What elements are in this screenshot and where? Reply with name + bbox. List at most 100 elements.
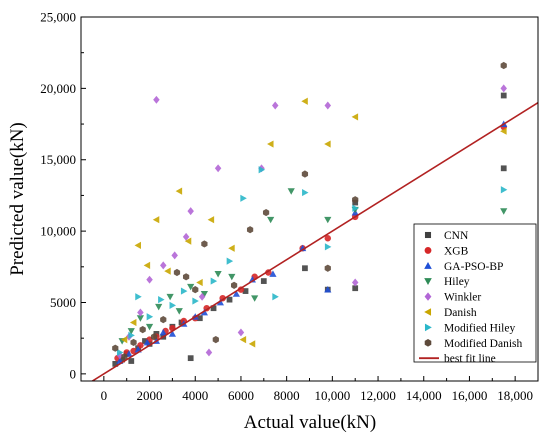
data-point-modified-danish: [130, 338, 137, 347]
data-point-modified-hiley: [226, 257, 234, 265]
data-point-cnn: [302, 265, 308, 272]
x-tick-label: 6000: [228, 388, 254, 403]
data-point-modified-danish: [301, 170, 309, 178]
data-point-hiley: [175, 308, 183, 315]
data-point-ga-pso-bp: [248, 276, 256, 283]
data-point-modified-danish: [500, 61, 507, 70]
data-point-cnn: [242, 288, 249, 294]
data-point-modified-danish: [182, 273, 190, 281]
data-point-hiley: [267, 216, 275, 224]
data-point-winkler: [198, 292, 206, 301]
data-point-cnn: [260, 278, 267, 284]
y-tick-label: 25,000: [40, 10, 76, 25]
data-point-danish: [207, 216, 215, 224]
data-point-modified-danish: [112, 344, 119, 352]
x-tick-label: 12,000: [360, 388, 396, 403]
data-point-hiley: [127, 328, 135, 335]
data-point-modified-danish: [121, 353, 128, 361]
data-point-modified-hiley: [240, 194, 247, 202]
y-tick-label: 5000: [50, 295, 76, 310]
y-axis-title: Predicted value(kN): [7, 122, 28, 276]
data-point-modified-hiley: [272, 293, 279, 301]
data-point-hiley: [145, 323, 154, 331]
data-point-danish: [120, 336, 128, 344]
x-tick-label: 16,000: [452, 388, 488, 403]
legend-label-hiley: Hiley: [444, 276, 470, 288]
legend-label-winkler: Winkler: [444, 292, 481, 304]
data-point-modified-hiley: [352, 204, 359, 212]
data-point-danish: [324, 140, 331, 148]
data-point-xgb: [324, 235, 332, 242]
data-point-cnn: [196, 315, 203, 322]
data-point-modified-danish: [262, 208, 270, 217]
legend: CNN XGB GA-PSO-BP Hiley Winkler Danish Modifie…: [413, 223, 537, 365]
x-axis-title: Actual value(kN): [244, 412, 376, 433]
legend-marker-cnn: [424, 231, 432, 239]
data-point-danish: [143, 261, 151, 269]
data-point-modified-danish: [324, 264, 331, 272]
data-point-modified-hiley: [135, 293, 142, 301]
data-point-hiley: [187, 283, 195, 291]
data-point-winkler: [324, 101, 332, 110]
legend-marker-modified-hiley: [424, 323, 432, 332]
data-point-danish: [184, 237, 192, 245]
data-point-ga-pso-bp: [269, 270, 277, 277]
x-tick-label: 10,000: [314, 388, 350, 403]
data-point-winkler: [187, 207, 194, 216]
data-point-modified-hiley: [302, 188, 309, 197]
legend-marker-winkler: [424, 292, 432, 301]
legend-box: [413, 223, 537, 363]
data-point-winkler: [214, 164, 222, 173]
data-point-winkler: [271, 101, 279, 110]
data-point-danish: [228, 244, 235, 252]
data-point-hiley: [500, 208, 508, 215]
data-point-hiley: [155, 303, 163, 311]
legend-marker-xgb: [424, 246, 432, 254]
data-point-danish: [239, 336, 247, 344]
data-point-ga-pso-bp: [143, 338, 151, 346]
data-point-modified-hiley: [258, 166, 266, 174]
data-point-winkler: [182, 232, 190, 241]
legend-marker-modified-danish: [424, 339, 432, 347]
data-point-danish: [351, 113, 359, 121]
data-point-winkler: [171, 251, 178, 260]
data-point-modified-danish: [160, 316, 167, 324]
data-point-modified-hiley: [146, 313, 154, 321]
legend-marker-danish: [424, 308, 432, 316]
legend-marker-ga-pso-bp: [424, 262, 432, 269]
data-point-modified-hiley: [180, 287, 188, 295]
data-point-hiley: [166, 293, 174, 301]
legend-label-xgb: XGB: [444, 245, 469, 257]
legend-label-modified-danish: Modified Danish: [444, 338, 523, 350]
data-point-modified-hiley: [158, 296, 165, 304]
y-tick-label: 15,000: [40, 152, 76, 167]
data-point-ga-pso-bp: [159, 328, 167, 336]
data-point-ga-pso-bp: [324, 286, 332, 293]
legend-label-ga-pso-bp: GA-PSO-BP: [444, 261, 503, 273]
data-point-winkler: [146, 275, 153, 284]
data-point-cnn: [210, 305, 217, 312]
data-point-modified-danish: [352, 196, 359, 204]
data-point-modified-hiley: [500, 186, 508, 194]
data-point-hiley: [324, 216, 332, 224]
legend-marker-hiley: [424, 278, 432, 285]
plot-area: [90, 61, 538, 381]
legend-label-modified-hiley: Modified Hiley: [444, 322, 515, 334]
data-point-winkler: [205, 348, 213, 357]
x-axis: 0 2000 4000 6000 8000 10,000 12,000 14,000 16,00…: [101, 376, 533, 403]
x-tick-label: 0: [101, 388, 108, 403]
data-point-modified-danish: [212, 336, 219, 344]
data-point-cnn: [187, 355, 194, 362]
data-point-hiley: [287, 188, 295, 195]
y-tick-label: 10,000: [40, 224, 76, 239]
x-tick-label: 4000: [182, 388, 208, 403]
data-point-cnn: [142, 338, 148, 344]
data-point-danish: [134, 241, 141, 249]
y-axis: 0 5000 10,000 15,000 20,000 25,000: [40, 10, 86, 381]
data-point-ga-pso-bp: [232, 290, 240, 297]
data-point-winkler: [237, 328, 245, 337]
data-point-cnn: [119, 356, 126, 363]
data-point-cnn: [112, 360, 119, 367]
data-point-hiley: [136, 315, 145, 322]
